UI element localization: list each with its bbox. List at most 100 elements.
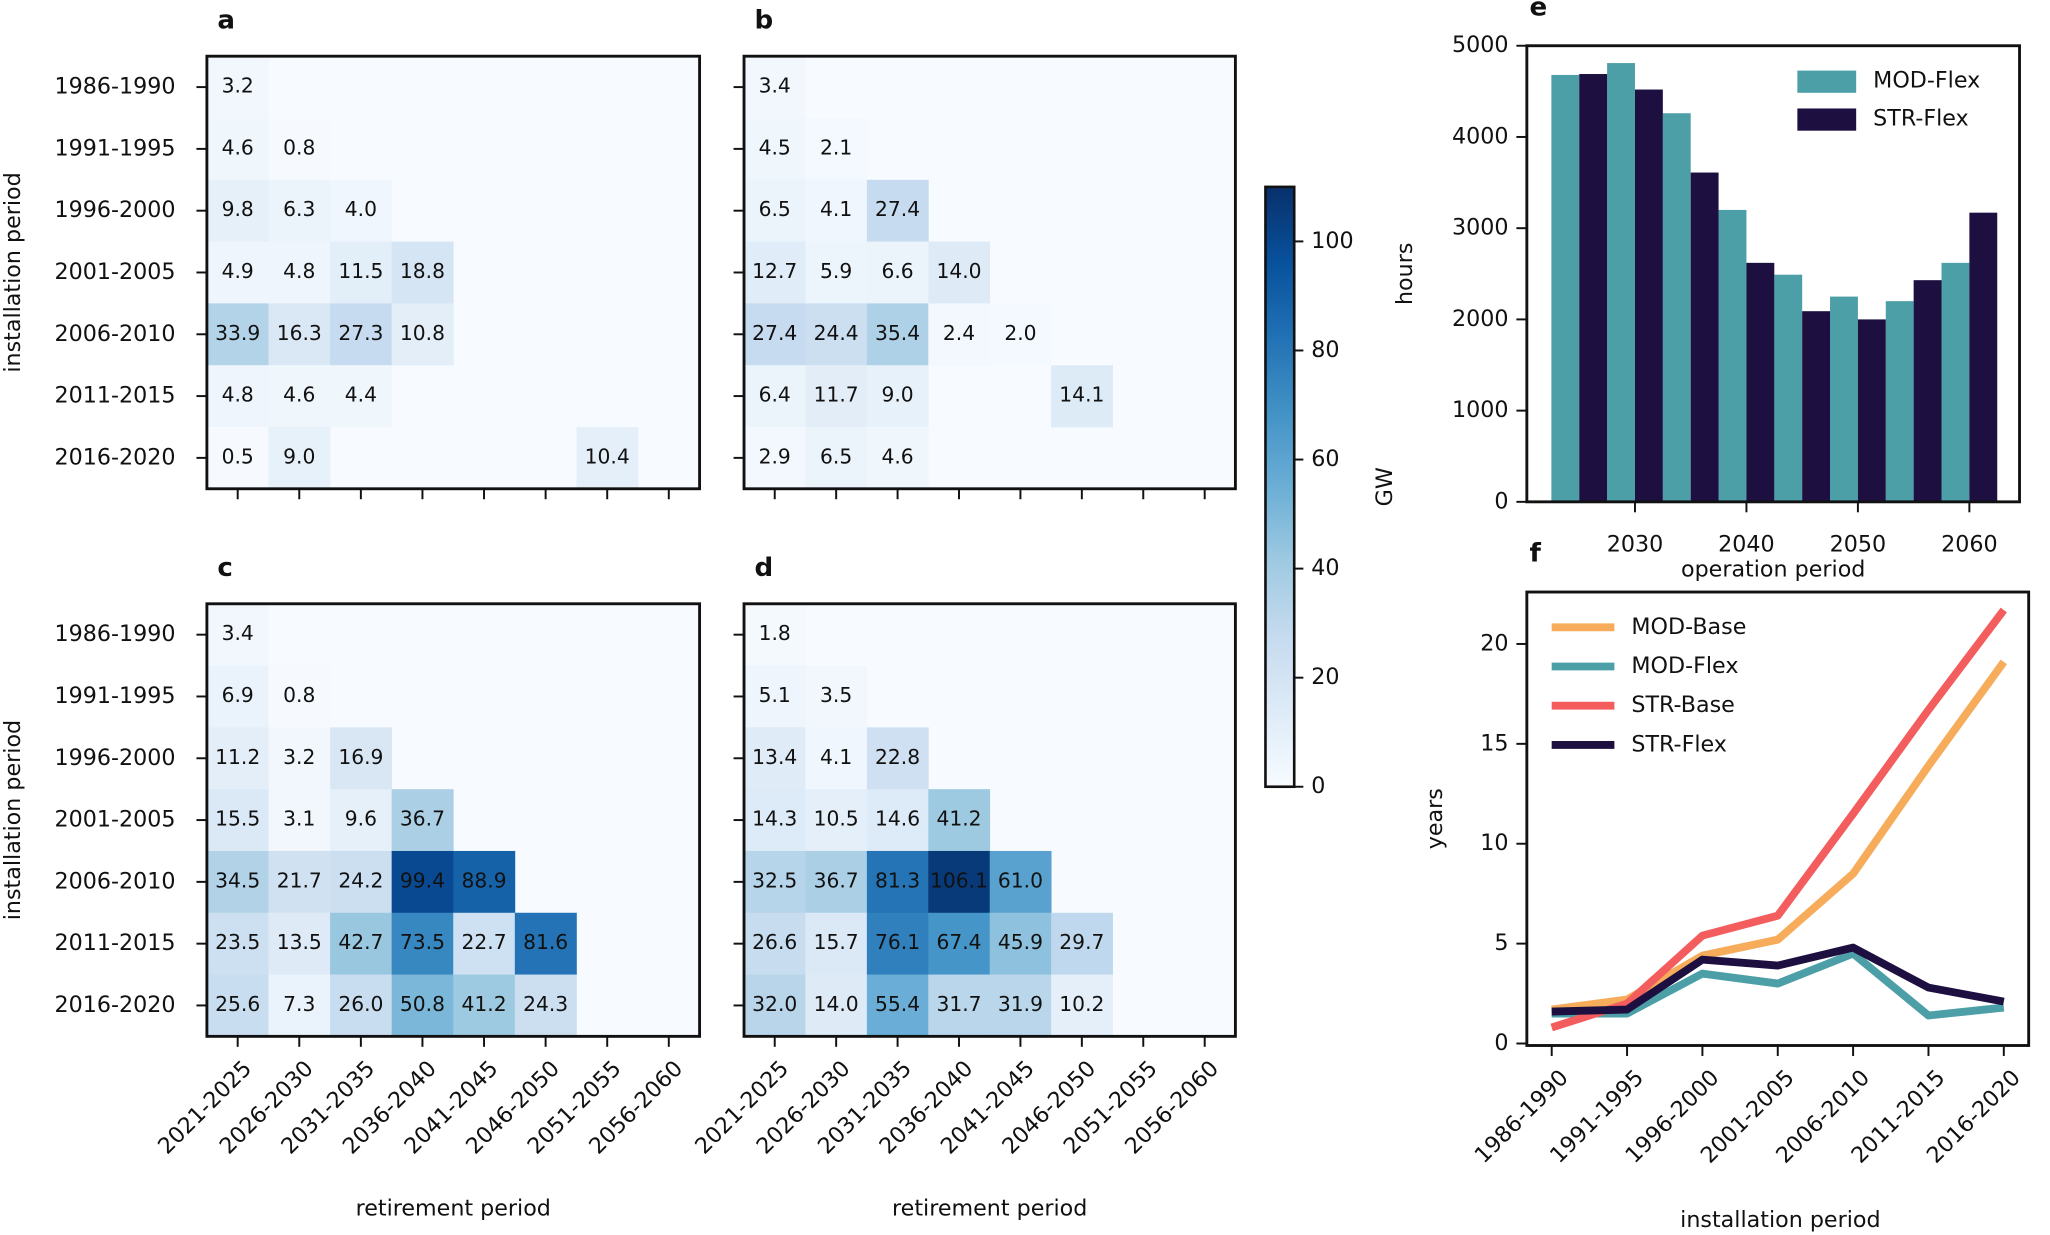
heatmap-cell	[330, 241, 393, 304]
cell-label: 25.6	[215, 992, 260, 1016]
heatmap-cell	[928, 974, 991, 1037]
bar	[1746, 262, 1775, 502]
cell-label: 11.2	[215, 745, 260, 769]
heatmap-cell	[268, 117, 331, 181]
bar	[1774, 274, 1803, 502]
cell-label: 31.9	[998, 992, 1043, 1016]
heatmap-cell	[268, 365, 331, 428]
cell-label: 27.4	[875, 197, 920, 221]
heatmap-cell	[989, 974, 1052, 1037]
plot-frame	[1525, 590, 2031, 1047]
bar	[1969, 212, 1998, 502]
heatmap-cell	[805, 365, 868, 428]
line-series	[1551, 659, 2007, 1014]
x-axis-label: retirement period	[356, 1195, 551, 1221]
heatmap-cell	[330, 912, 393, 975]
bar	[1634, 89, 1663, 502]
heatmap-cell	[928, 850, 991, 914]
panel-label: f	[1529, 539, 1541, 569]
cell-label: 6.5	[820, 444, 852, 468]
y-axis-label: hours	[1392, 243, 1418, 305]
heatmap-cell	[206, 117, 269, 181]
heatmap-cell	[744, 974, 806, 1037]
heatmap-cell	[330, 303, 393, 366]
heatmap-cell	[1051, 974, 1113, 1037]
y-tick-label: 1996-2000	[54, 197, 175, 223]
cell-label: 45.9	[998, 930, 1043, 954]
cell-label: 22.8	[875, 745, 920, 769]
colorbar-tick-label: 80	[1311, 337, 1339, 363]
heatmap-cell	[206, 974, 269, 1037]
heatmap-cell	[330, 974, 393, 1037]
legend-swatch	[1797, 108, 1857, 131]
bar	[1857, 319, 1886, 502]
cell-label: 76.1	[875, 930, 920, 954]
heatmap-cell	[989, 912, 1052, 975]
heatmap-cell	[866, 727, 929, 790]
y-axis-label: installation period	[0, 172, 26, 372]
cell-label: 81.3	[875, 868, 920, 892]
legend-label: MOD-Flex	[1631, 653, 1738, 679]
heatmap-cell	[989, 303, 1052, 366]
y-tick-label: 15	[1480, 730, 1508, 756]
y-tick-label: 2006-2010	[54, 321, 175, 347]
legend-label: MOD-Base	[1631, 614, 1746, 640]
x-tick-label: 2060	[1941, 531, 1998, 557]
heatmap-cell	[866, 789, 929, 852]
heatmap-cell	[330, 365, 393, 428]
cell-label: 106.1	[930, 868, 988, 892]
cell-label: 2.4	[943, 321, 975, 345]
heatmap-cell	[453, 850, 516, 914]
cell-label: 3.1	[283, 807, 315, 831]
heatmap-cell	[206, 912, 269, 975]
y-axis-label: years	[1422, 788, 1448, 849]
cell-label: 7.3	[283, 992, 315, 1016]
heatmap-cell	[744, 665, 806, 728]
heatmap-cell	[268, 179, 331, 242]
cell-label: 35.4	[875, 321, 920, 345]
x-tick-label: 2030	[1607, 531, 1664, 557]
y-tick-label: 1991-1995	[54, 135, 175, 161]
cell-label: 73.5	[400, 930, 445, 954]
y-tick-label: 2001-2005	[54, 807, 175, 833]
cell-label: 4.5	[759, 135, 791, 159]
legend-label: MOD-Flex	[1873, 68, 1980, 94]
legend-label: STR-Flex	[1873, 105, 1969, 131]
cell-label: 11.7	[814, 383, 859, 407]
heatmap-cell	[744, 303, 806, 366]
colorbar	[1264, 185, 1296, 789]
x-axis-label: retirement period	[892, 1195, 1087, 1221]
bar	[1551, 74, 1580, 502]
heatmap-cell	[453, 912, 516, 975]
y-tick-label: 1996-2000	[54, 745, 175, 771]
heatmap-cell	[805, 303, 868, 366]
cell-label: 4.8	[283, 259, 315, 283]
cell-label: 0.5	[222, 444, 254, 468]
cell-label: 27.4	[752, 321, 797, 345]
cell-label: 36.7	[400, 807, 445, 831]
cell-label: 15.5	[215, 807, 260, 831]
heatmap-cell	[744, 912, 806, 975]
heatmap-cell	[744, 426, 806, 490]
cell-label: 41.2	[461, 992, 506, 1016]
panel-label: e	[1529, 0, 1547, 22]
cell-label: 88.9	[461, 868, 506, 892]
cell-label: 4.8	[222, 383, 254, 407]
y-axis-label: installation period	[0, 720, 26, 920]
cell-label: 81.6	[523, 930, 568, 954]
heatmap-cell	[514, 912, 577, 975]
heatmap-cell	[391, 850, 454, 914]
cell-label: 5.9	[820, 259, 852, 283]
cell-label: 32.5	[752, 868, 797, 892]
legend-label: STR-Flex	[1631, 731, 1727, 757]
cell-label: 3.4	[222, 621, 254, 645]
cell-label: 3.2	[222, 74, 254, 98]
heatmap-cell	[744, 727, 806, 790]
heatmap-cell	[744, 179, 806, 242]
line-series	[1550, 607, 2007, 1032]
cell-label: 24.4	[814, 321, 859, 345]
cell-label: 34.5	[215, 868, 260, 892]
bar	[1607, 63, 1635, 502]
heatmap-cell	[805, 665, 868, 728]
